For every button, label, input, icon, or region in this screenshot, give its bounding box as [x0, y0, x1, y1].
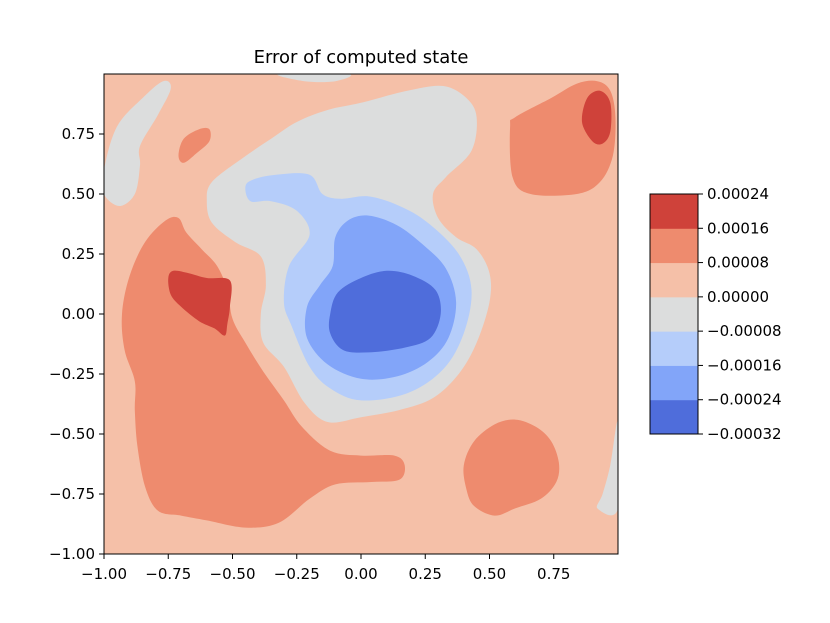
contour-region-top-gray-sliver: [277, 74, 352, 83]
contour-region-upper-right-red: [581, 90, 612, 145]
colorbar-band: [650, 262, 698, 298]
colorbar-band: [650, 331, 698, 366]
chart-title: Error of computed state: [254, 47, 469, 68]
colorbar-tick-label: −0.00032: [707, 425, 782, 443]
colorbar-tick-label: −0.00024: [707, 391, 782, 409]
y-tick-label: −1.00: [49, 545, 95, 563]
x-tick-label: −0.50: [210, 565, 256, 583]
colorbar-tick-label: 0.00000: [707, 288, 769, 306]
colorbar-band: [650, 228, 698, 264]
colorbar-tick-label: −0.00016: [707, 356, 782, 374]
colorbar-band: [650, 399, 698, 435]
colorbar-tick-label: 0.00008: [707, 254, 769, 272]
y-tick-label: 0.00: [62, 305, 95, 323]
colorbar-band: [650, 365, 698, 401]
colorbar-tick-label: 0.00024: [707, 185, 769, 203]
colorbar-band: [650, 194, 698, 229]
colorbar: −0.00032 −0.00024 −0.00016 −0.00008 0.00000 0…: [649, 185, 782, 443]
colorbar-tick-label: −0.00008: [707, 322, 782, 340]
x-axis: −1.00 −0.75 −0.50 −0.25 0.00 0.25 0.50 0.75: [81, 554, 570, 583]
colorbar-frame: [649, 193, 699, 435]
y-tick-label: −0.75: [49, 485, 95, 503]
contour-regions: [104, 74, 618, 528]
x-tick-label: −0.75: [145, 565, 191, 583]
contour-region-center-dark-blue: [328, 270, 441, 353]
y-tick-label: 0.50: [62, 185, 95, 203]
y-tick-label: 0.75: [62, 125, 95, 143]
y-axis: −1.00 −0.75 −0.50 −0.25 0.00 0.25 0.50 0.75: [49, 125, 104, 563]
y-tick-label: 0.25: [62, 245, 95, 263]
contour-region-right-edge-gray: [596, 421, 618, 516]
y-tick-label: −0.50: [49, 425, 95, 443]
colorbar-tick-label: 0.00016: [707, 219, 769, 237]
contour-region-left-gray-lobe: [104, 80, 171, 206]
x-tick-label: 0.25: [409, 565, 442, 583]
y-tick-label: −0.25: [49, 365, 95, 383]
contour-region-upper-left-orange-spot: [178, 127, 211, 163]
colorbar-band: [650, 296, 698, 332]
contour-region-bottom-right-orange: [463, 419, 560, 516]
contour-region-left-red-lobe: [168, 270, 232, 336]
x-tick-label: 0.75: [537, 565, 570, 583]
x-tick-label: −0.25: [274, 565, 320, 583]
x-tick-label: −1.00: [81, 565, 127, 583]
plot-area: [104, 74, 618, 554]
x-tick-label: 0.50: [473, 565, 506, 583]
x-tick-label: 0.00: [344, 565, 377, 583]
